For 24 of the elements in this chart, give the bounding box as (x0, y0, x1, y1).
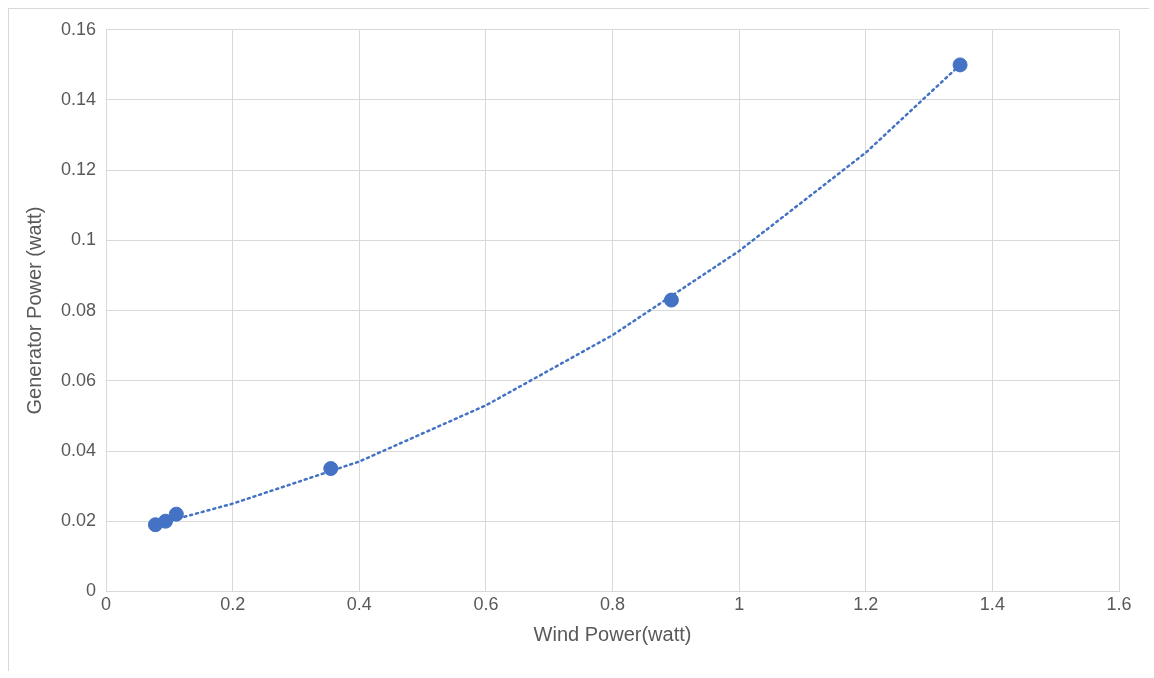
y-tick-label: 0.14 (60, 88, 97, 109)
x-tick-label: 0.4 (346, 594, 372, 615)
x-tick-label: 0 (101, 594, 112, 615)
x-tick-label: 0.2 (220, 594, 246, 615)
point (952, 57, 968, 73)
x-tick-label: 0.8 (600, 594, 626, 615)
y-axis-title: Generator Power (watt) (22, 206, 45, 415)
x-axis-title: Wind Power(watt) (533, 622, 692, 645)
x-tick-label: 1.4 (979, 594, 1005, 615)
point (323, 461, 339, 477)
point (168, 506, 184, 522)
x-tick-label: 0.6 (473, 594, 499, 615)
y-tick-label: 0 (86, 580, 97, 601)
point (663, 292, 679, 308)
y-tick-label: 0.04 (60, 439, 97, 460)
y-tick-label: 0.16 (60, 18, 97, 39)
y-tick-label: 0.12 (60, 159, 97, 180)
x-tick-label: 1.6 (1106, 594, 1132, 615)
y-tick-label: 0.08 (60, 299, 97, 320)
y-tick-label: 0.06 (60, 369, 97, 390)
x-tick-label: 1 (734, 594, 745, 615)
y-tick-label: 0.1 (71, 229, 97, 250)
x-tick-label: 1.2 (853, 594, 879, 615)
y-tick-label: 0.02 (60, 510, 97, 531)
